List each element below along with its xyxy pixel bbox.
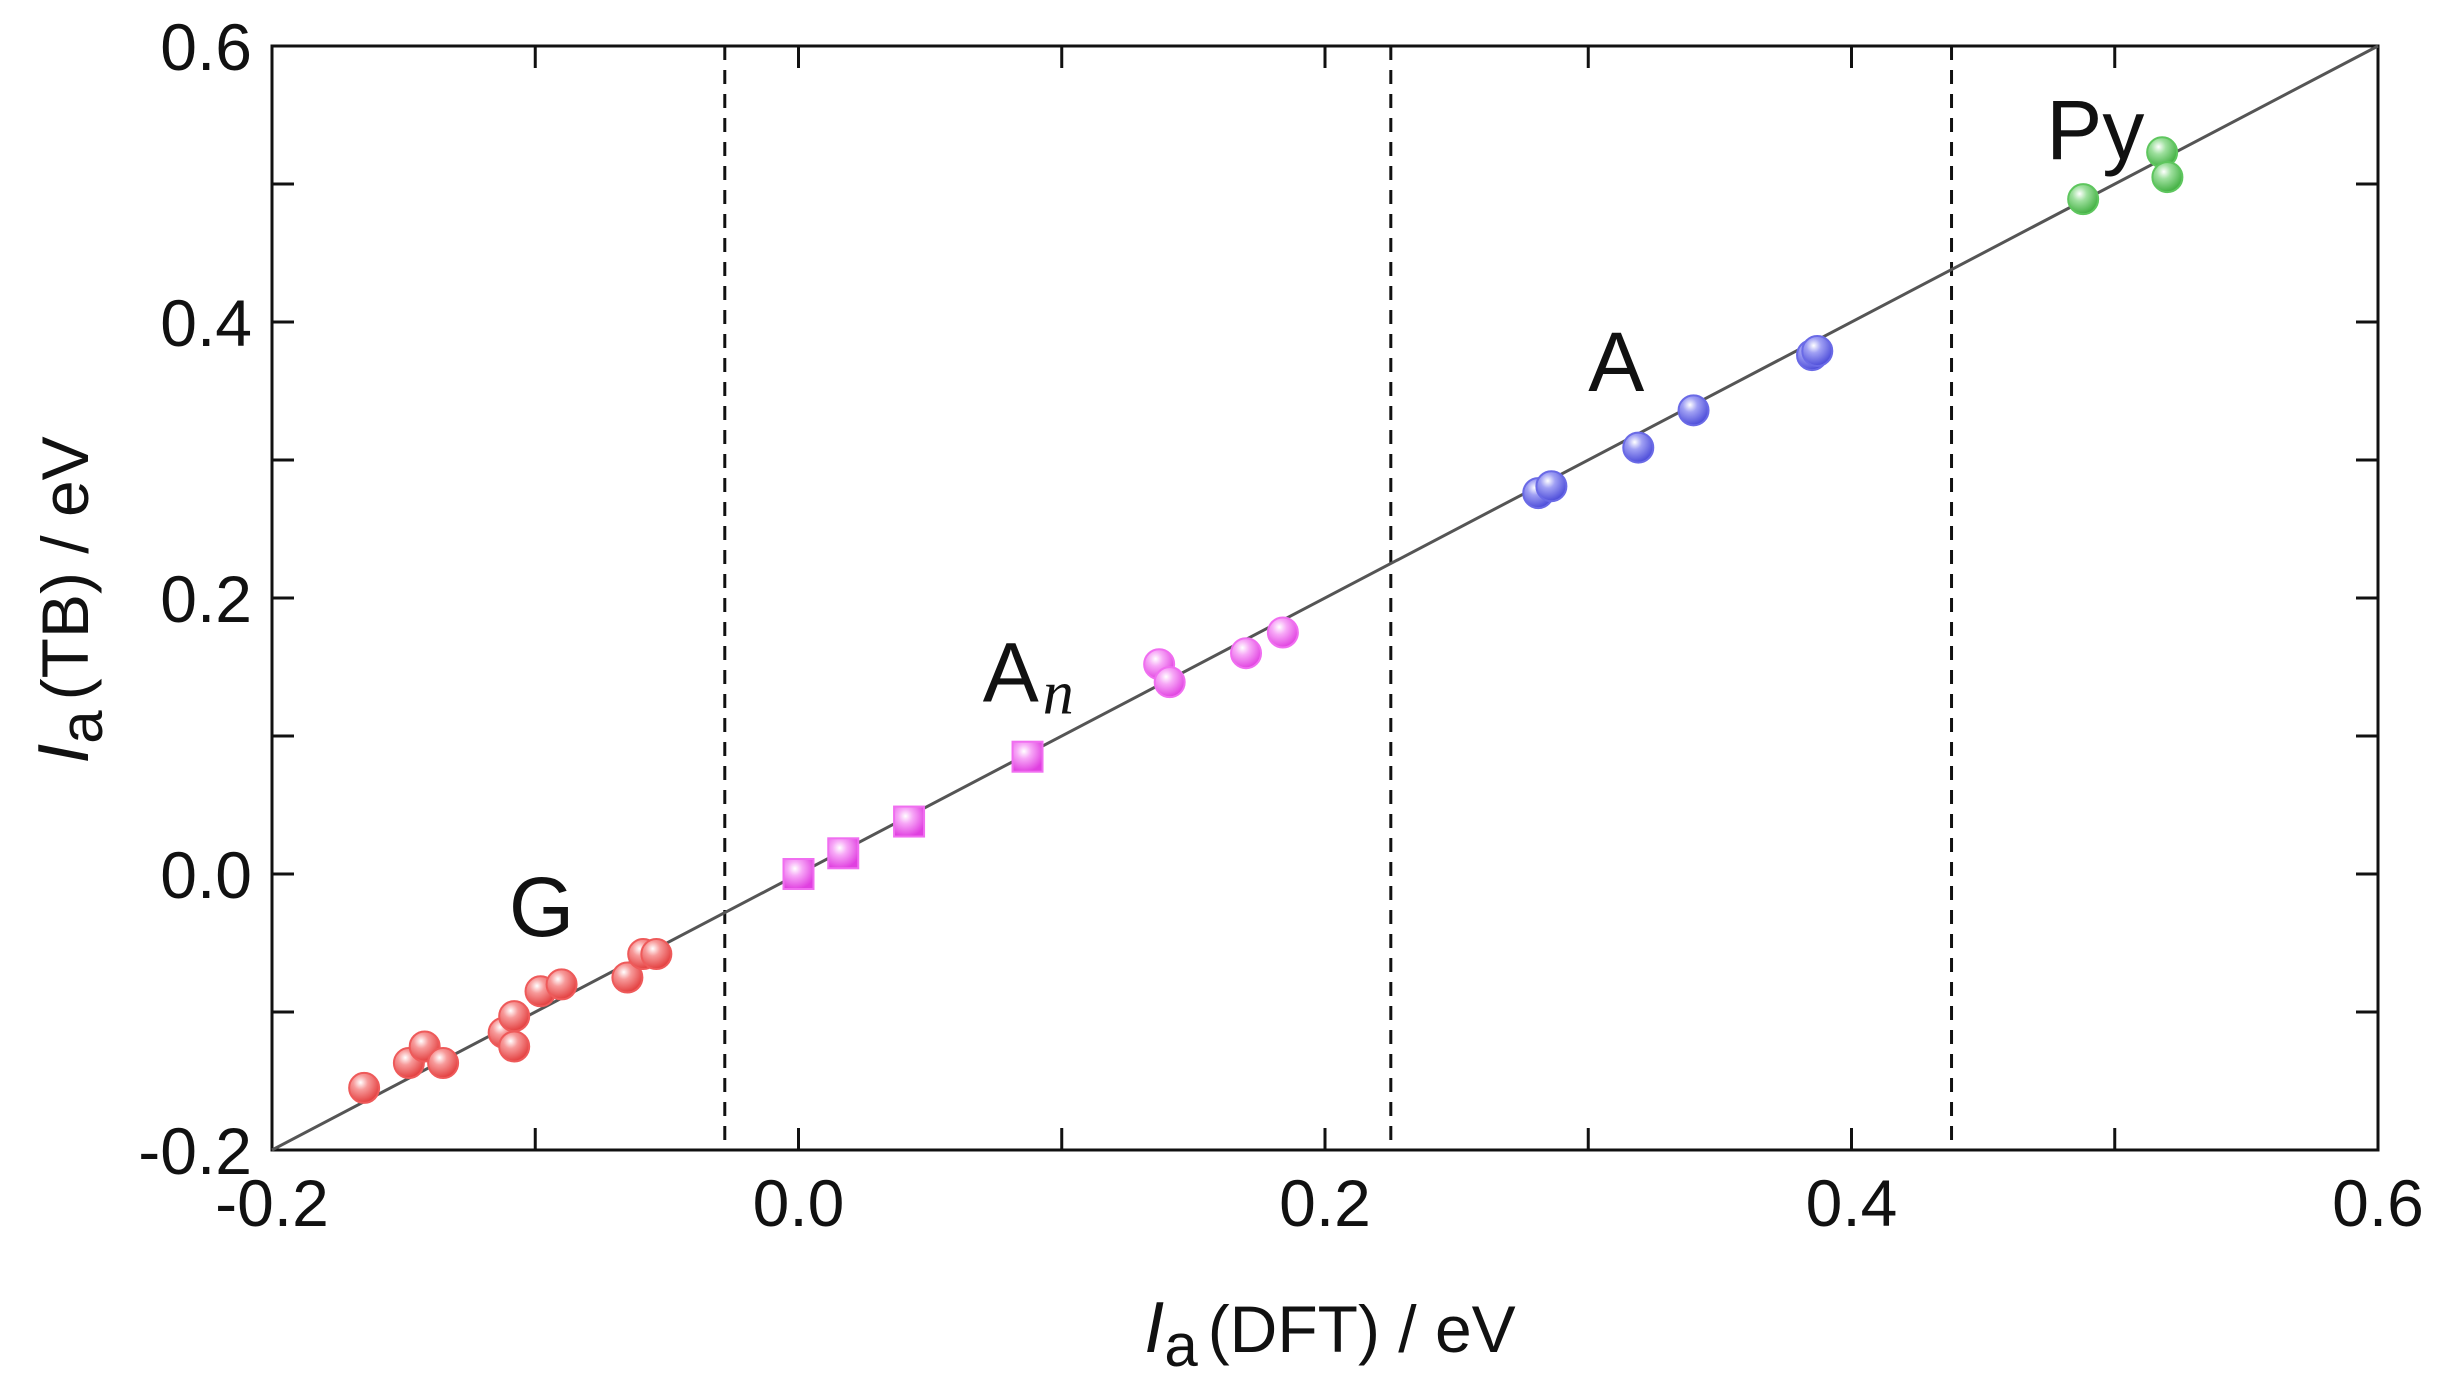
y-tick-label: 0.6 bbox=[160, 10, 252, 84]
x-axis-title: Ia (DFT) / eV bbox=[1144, 1288, 1515, 1379]
data-point-circle bbox=[498, 1030, 531, 1063]
data-point-circle bbox=[545, 968, 578, 1001]
data-point-circle bbox=[1153, 666, 1186, 699]
data-point-circle bbox=[1677, 394, 1710, 427]
data-point-circle bbox=[2151, 161, 2184, 194]
vertical-dividers bbox=[723, 46, 1954, 1150]
diagonal-line bbox=[271, 44, 2379, 1152]
y-tick-label: 0.4 bbox=[160, 286, 252, 360]
group-label: A bbox=[1588, 315, 1644, 409]
group-labels: G An A Py bbox=[509, 83, 2144, 954]
x-tick-label: 0.2 bbox=[1279, 1166, 1371, 1240]
y-axis-title: Ia(TB) / eV bbox=[24, 436, 115, 763]
data-point-circle bbox=[640, 938, 673, 971]
group-label: Py bbox=[2046, 83, 2144, 177]
data-points bbox=[348, 136, 2184, 1104]
data-point-circle bbox=[348, 1071, 381, 1104]
data-point-circle bbox=[427, 1047, 460, 1080]
diagonal-reference bbox=[271, 44, 2379, 1152]
data-point-circle bbox=[1622, 431, 1655, 464]
tick-labels: -0.2 0.0 0.2 0.4 0.6 -0.2 0.0 0.2 0.4 0.6 bbox=[138, 10, 2424, 1240]
data-point-circle bbox=[1801, 334, 1834, 367]
data-point-square bbox=[893, 805, 926, 838]
data-point-square bbox=[782, 858, 815, 890]
y-tick-label: 0.0 bbox=[160, 838, 252, 912]
x-tick-label: 0.4 bbox=[1806, 1166, 1898, 1240]
axis-ticks bbox=[270, 44, 2380, 1152]
data-point-circle bbox=[1230, 637, 1263, 670]
group-label: An bbox=[983, 626, 1074, 728]
y-tick-label: 0.2 bbox=[160, 562, 252, 636]
data-point-circle bbox=[498, 1000, 531, 1033]
data-point-circle bbox=[1266, 616, 1299, 649]
y-tick-label: -0.2 bbox=[138, 1114, 252, 1188]
data-point-square bbox=[1011, 740, 1044, 773]
data-point-circle bbox=[2067, 183, 2100, 216]
data-point-square bbox=[827, 837, 860, 870]
x-tick-label: -0.2 bbox=[215, 1166, 329, 1240]
data-point-circle bbox=[611, 961, 644, 994]
x-tick-label: 0.6 bbox=[2332, 1166, 2424, 1240]
group-label: G bbox=[509, 860, 574, 954]
x-tick-label: 0.0 bbox=[753, 1166, 845, 1240]
data-point-circle bbox=[1535, 470, 1568, 503]
